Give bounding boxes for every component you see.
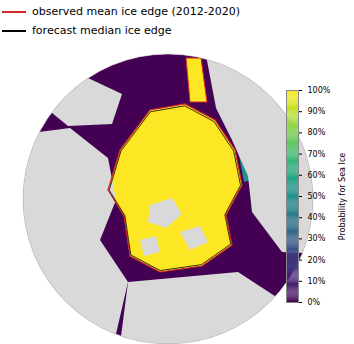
svg-text:60%: 60% bbox=[308, 171, 326, 180]
svg-text:70%: 70% bbox=[308, 150, 326, 159]
svg-text:Probability for Sea Ice: Probability for Sea Ice bbox=[338, 153, 347, 241]
svg-text:90%: 90% bbox=[308, 107, 326, 116]
svg-text:100%: 100% bbox=[308, 86, 331, 95]
html-text:observed mean ice edge (2012-2: observed mean ice edge (2012-2020) bbox=[32, 5, 241, 18]
svg-text:0%: 0% bbox=[308, 298, 321, 307]
svg-text:80%: 80% bbox=[308, 128, 326, 137]
svg-text:20%: 20% bbox=[308, 256, 326, 265]
html-text:forecast median ice edge: forecast median ice edge bbox=[32, 24, 172, 37]
svg-text:30%: 30% bbox=[308, 234, 326, 243]
svg-text:40%: 40% bbox=[308, 213, 326, 222]
svg-text:50%: 50% bbox=[308, 192, 326, 201]
svg-text:10%: 10% bbox=[308, 277, 326, 286]
